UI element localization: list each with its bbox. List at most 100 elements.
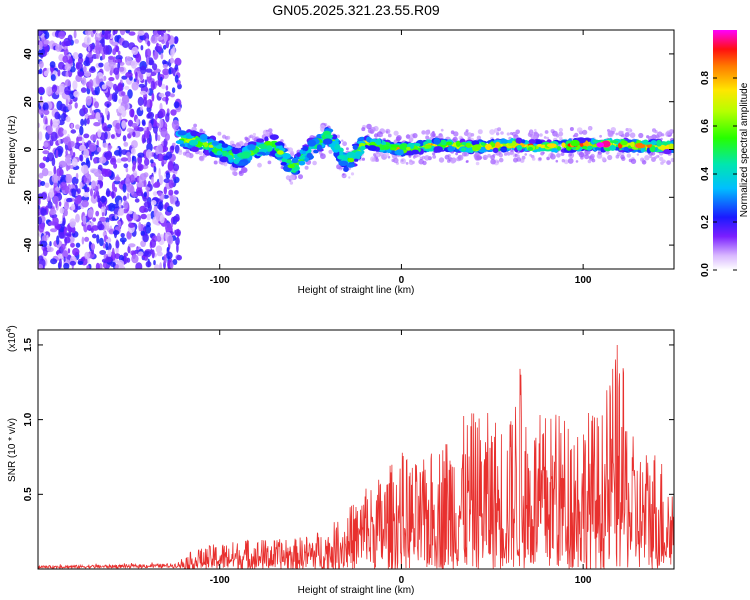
spectrogram-panel: -100 0 100 -40 -20 0 20 40 Height of straight … xyxy=(7,29,675,296)
noise-speckle xyxy=(174,74,179,83)
noise-speckle xyxy=(57,180,60,188)
noise-speckle xyxy=(140,106,143,111)
noise-speckle xyxy=(135,262,143,269)
band-haze xyxy=(405,162,409,165)
noise-speckle xyxy=(174,190,179,195)
band-haze xyxy=(427,129,431,133)
signal-blob xyxy=(527,146,534,151)
band-haze xyxy=(444,154,450,160)
noise-speckle xyxy=(115,45,120,53)
noise-speckle xyxy=(120,91,126,96)
noise-speckle xyxy=(153,50,159,60)
band-haze xyxy=(618,130,624,136)
noise-speckle xyxy=(90,66,96,71)
noise-speckle xyxy=(79,154,84,162)
noise-speckle xyxy=(63,48,69,57)
signal-blob xyxy=(337,155,346,160)
band-haze xyxy=(240,167,247,173)
noise-speckle xyxy=(122,135,127,142)
noise-speckle xyxy=(83,35,92,45)
signal-blob xyxy=(455,140,461,147)
band-haze xyxy=(670,157,674,163)
noise-speckle xyxy=(143,191,147,198)
noise-speckle xyxy=(93,157,98,164)
noise-speckle xyxy=(105,107,109,116)
noise-speckle xyxy=(38,223,45,233)
noise-speckle xyxy=(166,247,170,252)
signal-blob xyxy=(592,139,600,144)
colorbar-ticks: 0.0 0.2 0.4 0.6 0.8 xyxy=(700,71,737,277)
noise-speckle xyxy=(86,224,92,231)
noise-speckle xyxy=(90,243,96,251)
band-haze xyxy=(217,131,222,136)
noise-speckle xyxy=(42,246,48,257)
noise-speckle xyxy=(92,217,97,222)
band-haze xyxy=(280,166,284,169)
noise-speckle xyxy=(161,145,169,152)
noise-speckle xyxy=(60,243,66,251)
signal-blob xyxy=(533,140,543,145)
noise-speckle xyxy=(171,119,180,130)
signal-blob xyxy=(433,146,444,153)
noise-speckle xyxy=(114,35,120,43)
noise-speckle xyxy=(101,84,107,90)
signal-blob xyxy=(199,134,208,141)
band-haze xyxy=(257,162,262,168)
noise-speckle xyxy=(175,200,180,207)
signal-blob xyxy=(601,140,611,148)
band-haze xyxy=(268,128,273,133)
noise-speckle xyxy=(149,99,153,109)
noise-speckle xyxy=(51,173,59,184)
signal-blob xyxy=(370,141,376,145)
noise-speckle xyxy=(143,179,147,188)
noise-speckle xyxy=(167,161,174,171)
signal-blob xyxy=(211,141,220,146)
noise-speckle xyxy=(85,95,92,106)
noise-speckle xyxy=(50,131,58,142)
colorbar: 0.0 0.2 0.4 0.6 0.8 Normalized spectral ampl… xyxy=(700,30,750,277)
band-haze xyxy=(560,152,565,157)
noise-speckle xyxy=(120,233,125,238)
signal-blob xyxy=(179,143,186,147)
noise-speckle xyxy=(98,156,107,164)
noise-speckle xyxy=(75,124,80,130)
noise-speckle xyxy=(57,253,63,259)
noise-speckle xyxy=(50,258,58,265)
colorbar-gradient xyxy=(713,30,737,270)
band-haze xyxy=(582,129,588,135)
noise-speckle xyxy=(92,30,96,34)
noise-speckle xyxy=(143,96,147,107)
noise-speckle xyxy=(49,208,57,216)
signal-blob xyxy=(473,144,482,151)
noise-speckle xyxy=(84,236,90,242)
noise-speckle xyxy=(126,127,133,133)
band-haze xyxy=(222,134,227,139)
noise-speckle xyxy=(83,133,90,139)
signal-blob xyxy=(256,138,265,143)
noise-speckle xyxy=(85,30,91,36)
noise-speckle xyxy=(118,207,125,216)
noise-speckle xyxy=(49,188,54,199)
noise-speckle xyxy=(43,70,49,77)
noise-speckle xyxy=(82,104,86,111)
noise-speckle xyxy=(67,141,72,150)
noise-speckle xyxy=(145,48,152,58)
spectrogram-x-ticks: -100 0 100 xyxy=(210,30,592,286)
noise-speckle xyxy=(130,185,135,195)
noise-speckle xyxy=(81,199,89,208)
noise-speckle xyxy=(42,150,50,155)
y-tick-label: -20 xyxy=(23,190,34,205)
signal-blob xyxy=(480,142,486,146)
noise-speckle xyxy=(75,172,79,179)
band-haze xyxy=(412,155,416,159)
band-haze xyxy=(544,130,549,134)
noise-speckle xyxy=(123,141,129,147)
noise-speckle xyxy=(74,102,78,109)
band-haze xyxy=(513,157,518,163)
noise-speckle xyxy=(56,235,60,245)
band-haze xyxy=(213,160,218,165)
band-haze xyxy=(361,127,366,132)
noise-speckle xyxy=(171,87,176,94)
noise-speckle xyxy=(69,260,77,266)
noise-speckle xyxy=(83,192,89,198)
